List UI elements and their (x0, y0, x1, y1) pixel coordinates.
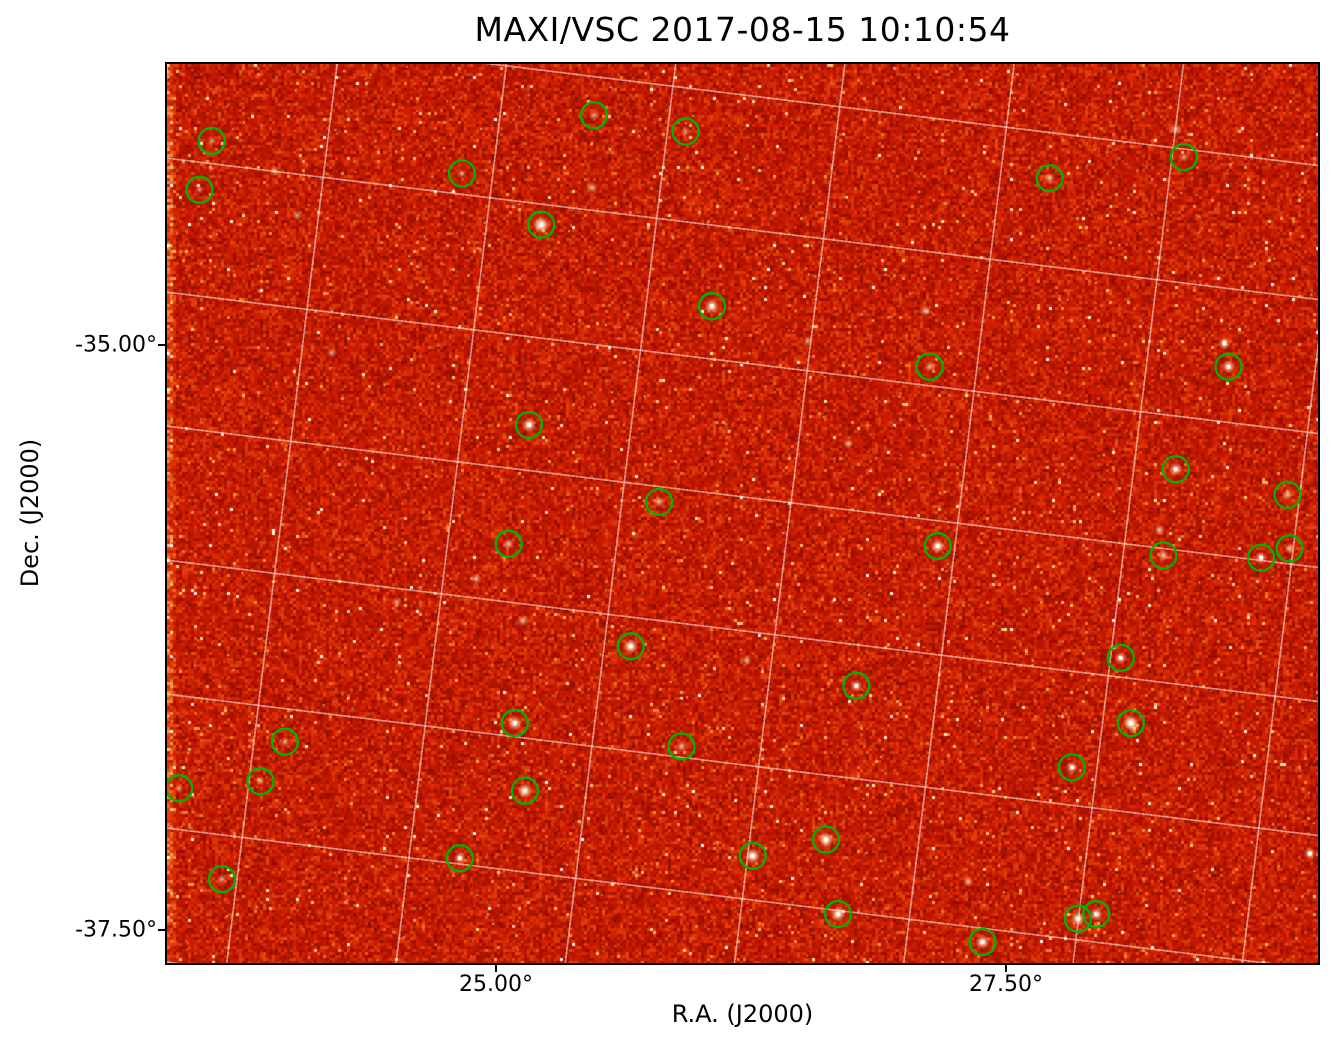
source-marker-circle (968, 927, 997, 957)
source-marker-circle (270, 727, 300, 756)
source-marker-circle (1246, 543, 1276, 572)
source-marker-circle (616, 632, 645, 661)
x-tick-label: 25.00° (459, 972, 533, 997)
source-marker-circle (500, 708, 529, 738)
source-marker-circle (1106, 643, 1135, 673)
source-marker-circle (1161, 455, 1190, 484)
source-marker-circle (644, 487, 674, 517)
source-marker-circle (510, 776, 540, 805)
source-marker-circle (1214, 352, 1243, 381)
x-tick-mark (495, 965, 497, 972)
source-marker-circle (185, 175, 214, 204)
source-marker-circle (579, 101, 609, 130)
source-marker-circle (514, 410, 544, 440)
source-marker-circle (494, 529, 523, 558)
source-marker-circle (527, 210, 556, 239)
source-marker-circle (447, 159, 477, 188)
source-marker-circle (1057, 753, 1087, 782)
y-axis-label: Dec. (J2000) (16, 438, 44, 588)
source-marker-circle (811, 825, 841, 854)
source-marker-circle (923, 531, 952, 561)
source-markers (167, 101, 1304, 957)
source-marker-circle (1169, 143, 1198, 172)
source-marker-circle (667, 732, 696, 761)
source-marker-circle (246, 767, 275, 796)
x-axis-label: R.A. (J2000) (671, 1000, 814, 1028)
source-marker-circle (915, 352, 944, 381)
y-tick-mark (158, 344, 165, 346)
source-marker-circle (697, 292, 727, 321)
y-tick-label: -37.50° (75, 917, 157, 943)
x-tick-label: 27.50° (969, 972, 1043, 997)
source-marker-circle (1082, 899, 1111, 929)
source-marker-circle (1275, 534, 1304, 563)
source-marker-circle (1116, 708, 1146, 738)
source-marker-circle (1149, 541, 1178, 570)
coordinate-grid (167, 64, 1318, 963)
y-tick-mark (158, 929, 165, 931)
source-marker-circle (197, 126, 226, 156)
figure-title: MAXI/VSC 2017-08-15 10:10:54 (474, 10, 1011, 49)
source-marker-circle (207, 865, 237, 894)
source-marker-circle (445, 844, 474, 873)
source-marker-circle (842, 671, 871, 700)
source-marker-circle (1035, 163, 1064, 193)
plot-area (165, 62, 1320, 965)
y-tick-label: -35.00° (75, 332, 157, 358)
source-marker-circle (1063, 904, 1093, 933)
source-marker-circle (671, 117, 700, 146)
source-marker-circle (823, 899, 853, 929)
source-marker-circle (738, 841, 767, 871)
source-marker-circle (1273, 480, 1302, 510)
x-tick-mark (1005, 965, 1007, 972)
source-marker-circle (167, 774, 194, 803)
